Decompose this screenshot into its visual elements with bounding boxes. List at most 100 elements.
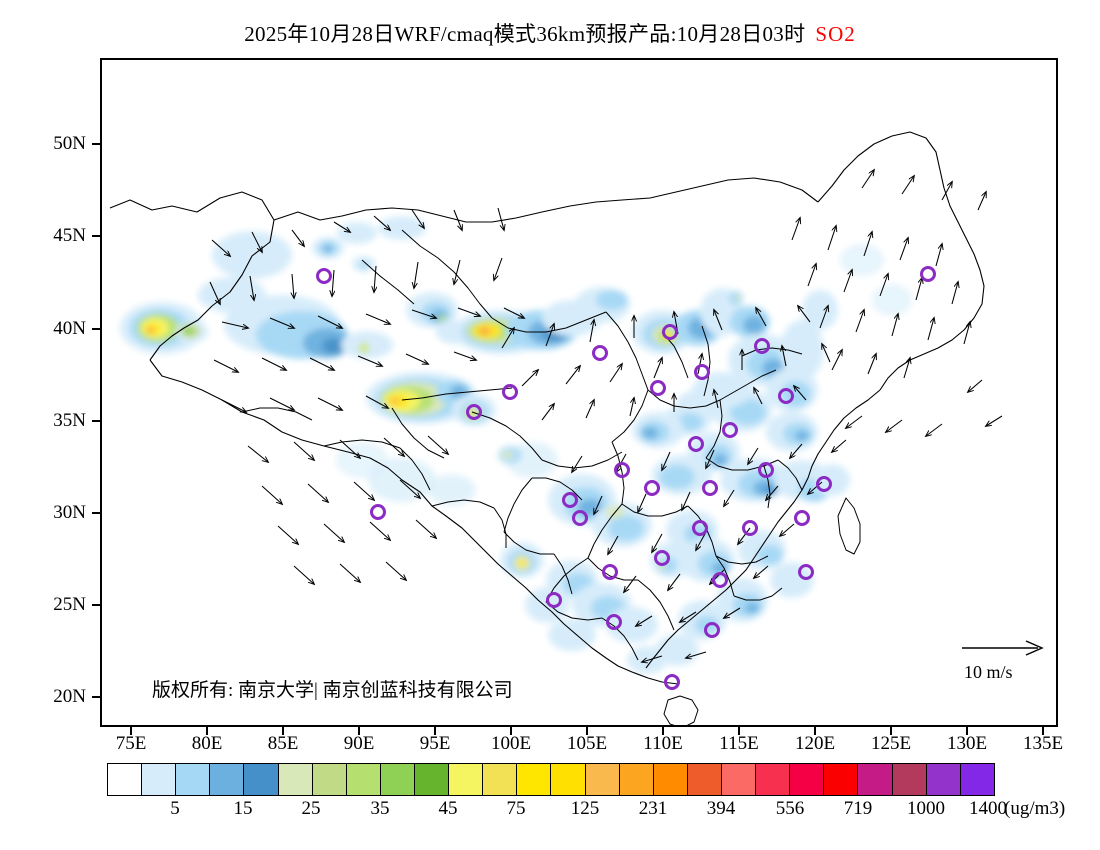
colorbar-swatches: [107, 763, 995, 796]
colorbar-label-231: 231: [638, 798, 668, 819]
station-marker: [694, 364, 710, 380]
colorbar-segment-1: [142, 764, 177, 795]
colorbar-segment-19: [756, 764, 791, 795]
x-tick-mark: [890, 727, 892, 735]
wind-scale-key: 10 m/s: [958, 636, 1068, 686]
colorbar-segment-17: [687, 764, 722, 795]
station-marker: [562, 492, 578, 508]
station-marker: [662, 324, 678, 340]
station-marker: [758, 462, 774, 478]
y-tick-label-20n: 20N: [53, 686, 86, 707]
station-marker: [794, 510, 810, 526]
station-marker: [742, 520, 758, 536]
y-tick-mark: [92, 143, 100, 145]
map-plot-area[interactable]: [100, 58, 1058, 727]
station-marker: [664, 674, 680, 690]
y-tick-label-35n: 35N: [53, 410, 86, 431]
station-marker: [816, 476, 832, 492]
colorbar-label-1000: 1000: [907, 798, 945, 819]
station-marker: [702, 480, 718, 496]
y-tick-label-25n: 25N: [53, 594, 86, 615]
title-species-label: SO2: [815, 22, 856, 46]
y-tick-mark: [92, 696, 100, 698]
y-tick-mark: [92, 328, 100, 330]
x-tick-mark: [814, 727, 816, 735]
station-marker: [704, 622, 720, 638]
copyright-notice: 版权所有: 南京大学| 南京创蓝科技有限公司: [152, 680, 513, 701]
colorbar-segment-5: [278, 764, 313, 795]
wind-arrow-icon: [962, 640, 1044, 656]
colorbar: [107, 763, 995, 796]
station-marker: [654, 550, 670, 566]
station-marker: [722, 422, 738, 438]
colorbar-segment-22: [858, 764, 893, 795]
y-tick-label-45n: 45N: [53, 225, 86, 246]
colorbar-label-45: 45: [438, 798, 458, 819]
colorbar-segment-2: [176, 764, 211, 795]
colorbar-segment-16: [653, 764, 688, 795]
colorbar-label-75: 75: [506, 798, 526, 819]
station-marker: [688, 436, 704, 452]
wind-scale-label: 10 m/s: [964, 662, 1013, 682]
station-marker: [316, 268, 332, 284]
x-tick-mark: [130, 727, 132, 735]
colorbar-segment-18: [721, 764, 757, 795]
colorbar-segment-4: [244, 764, 279, 795]
x-tick-label-105e: 105E: [566, 733, 608, 754]
colorbar-units-label: (ug/m3): [1004, 798, 1066, 819]
station-marker: [692, 520, 708, 536]
x-tick-mark: [206, 727, 208, 735]
station-marker: [592, 345, 608, 361]
y-tick-label-40n: 40N: [53, 318, 86, 339]
x-tick-label-85e: 85E: [267, 733, 299, 754]
colorbar-label-15: 15: [233, 798, 253, 819]
colorbar-segment-10: [449, 764, 484, 795]
x-tick-mark: [358, 727, 360, 735]
station-marker: [466, 404, 482, 420]
x-tick-mark: [966, 727, 968, 735]
station-marker: [650, 380, 666, 396]
y-axis: 50N 45N 40N 35N 30N 25N 20N: [0, 0, 100, 850]
station-marker: [754, 338, 770, 354]
colorbar-segment-23: [892, 764, 927, 795]
x-tick-label-110e: 110E: [643, 733, 683, 754]
y-tick-mark: [92, 604, 100, 606]
colorbar-segment-21: [824, 764, 859, 795]
colorbar-label-394: 394: [706, 798, 736, 819]
y-tick-mark: [92, 420, 100, 422]
colorbar-label-25: 25: [301, 798, 321, 819]
colorbar-label-5: 5: [170, 798, 180, 819]
colorbar-label-1400: 1400: [969, 798, 1007, 819]
station-marker-layer: [316, 266, 936, 690]
station-marker: [572, 510, 588, 526]
colorbar-segment-25: [960, 764, 994, 795]
page-title: 2025年10月28日WRF/cmaq模式36km预报产品:10月28日03时 S…: [0, 18, 1100, 48]
x-tick-mark: [510, 727, 512, 735]
station-marker: [798, 564, 814, 580]
map-boundaries: [109, 131, 985, 725]
colorbar-segment-3: [210, 764, 245, 795]
x-tick-mark: [738, 727, 740, 735]
y-tick-mark: [92, 235, 100, 237]
station-marker: [370, 504, 386, 520]
x-tick-label-115e: 115E: [719, 733, 759, 754]
y-tick-label-30n: 30N: [53, 502, 86, 523]
colorbar-segment-0: [108, 764, 143, 795]
map-canvas: [109, 131, 1003, 725]
colorbar-label-35: 35: [370, 798, 390, 819]
x-tick-mark: [1042, 727, 1044, 735]
colorbar-label-125: 125: [570, 798, 600, 819]
title-main-text: 2025年10月28日WRF/cmaq模式36km预报产品:10月28日03时: [244, 22, 806, 46]
station-marker: [546, 592, 562, 608]
colorbar-segment-14: [585, 764, 620, 795]
station-marker: [920, 266, 936, 282]
colorbar-segment-12: [517, 764, 552, 795]
x-tick-label-100e: 100E: [490, 733, 532, 754]
x-tick-mark: [586, 727, 588, 735]
station-marker: [614, 462, 630, 478]
x-tick-label-135e: 135E: [1022, 733, 1064, 754]
colorbar-segment-9: [414, 764, 450, 795]
x-tick-mark: [662, 727, 664, 735]
colorbar-segment-13: [551, 764, 586, 795]
x-tick-label-120e: 120E: [794, 733, 836, 754]
